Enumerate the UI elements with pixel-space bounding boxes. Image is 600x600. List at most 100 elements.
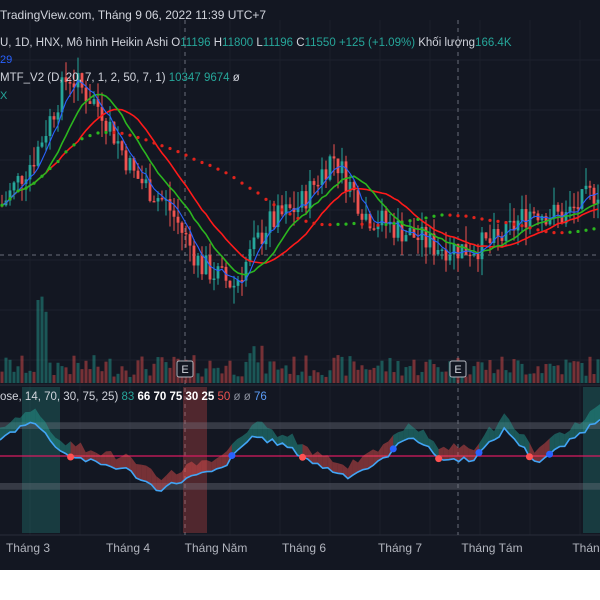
candle-body — [564, 212, 568, 224]
osc-fill — [393, 432, 399, 449]
candle-body — [272, 211, 276, 227]
volume-bar — [240, 376, 244, 383]
volume-bar — [300, 371, 304, 383]
candle-body — [32, 164, 36, 167]
candle-body — [276, 205, 280, 227]
volume-bar — [484, 369, 488, 383]
osc-fill — [252, 421, 258, 438]
volume-value: 166.4K — [475, 37, 512, 49]
volume-bar — [76, 362, 80, 383]
mtf-fragment: X — [0, 90, 8, 102]
osc-cross-dot — [475, 449, 483, 457]
osc-fill — [539, 443, 545, 463]
earnings-marker-2[interactable]: E — [449, 360, 467, 378]
candle-body — [516, 220, 520, 231]
oscillator-legend[interactable]: ose, 14, 70, 30, 75, 25) 83 66 70 75 30 … — [0, 391, 267, 403]
candle-body — [168, 199, 172, 211]
ma-dot — [40, 174, 44, 178]
candle-body — [348, 181, 352, 192]
candle-body — [104, 120, 108, 132]
volume-bar — [216, 367, 220, 383]
ma-dot — [392, 221, 396, 226]
volume-bar — [280, 368, 284, 383]
candle-body — [316, 184, 320, 187]
ma-dot — [496, 219, 500, 223]
close-label: C — [296, 37, 305, 49]
ma-dot — [416, 217, 420, 221]
osc-fill — [499, 413, 505, 437]
ma-dot — [248, 186, 252, 190]
candle-body — [304, 191, 308, 209]
symbol-legend[interactable]: U, 1D, HNX, Mô hình Heikin Ashi O11196 H… — [0, 37, 512, 49]
osc-fill — [463, 444, 469, 462]
legend-fragment: 29 — [0, 54, 13, 66]
volume-bar — [308, 375, 312, 383]
osc-fill — [85, 450, 91, 462]
ma-dot — [544, 230, 548, 234]
volume-bar — [84, 360, 88, 383]
osc-fill — [388, 434, 394, 457]
candle-body — [364, 213, 368, 220]
candle-body — [176, 216, 180, 223]
volume-bar — [528, 373, 532, 383]
candle-body — [84, 87, 88, 102]
candle-body — [44, 136, 48, 143]
volume-bar — [376, 365, 380, 383]
ma-dot — [384, 222, 388, 227]
candle-body — [172, 210, 176, 217]
volume-bar — [340, 356, 344, 383]
volume-bar — [132, 374, 136, 383]
candle-body — [472, 253, 476, 256]
osc-fill — [15, 417, 21, 433]
osc-fill — [100, 451, 106, 465]
mtf-indicator-legend[interactable]: MTF_V2 (D, 20, 7, 1, 2, 50, 7, 1) 10347 … — [0, 72, 240, 84]
ma-blue-line — [1, 79, 599, 284]
osc-fill — [489, 426, 495, 442]
volume-bar — [192, 355, 196, 383]
candle-body — [204, 255, 208, 275]
ma-dot — [304, 219, 308, 223]
candle-body — [440, 249, 444, 252]
osc-fill — [221, 451, 227, 468]
candle-body — [380, 210, 384, 226]
volume-bar — [148, 375, 152, 383]
earnings-marker-1[interactable]: E — [176, 360, 194, 378]
volume-bar — [496, 369, 500, 383]
volume-bar — [564, 359, 568, 383]
ma-dot — [184, 153, 188, 157]
volume-bar — [516, 360, 520, 383]
candle-body — [16, 176, 20, 183]
candle-body — [48, 116, 52, 137]
volume-bar — [28, 370, 32, 383]
x-tick-label: Tháng 7 — [378, 541, 422, 555]
candles — [0, 57, 600, 304]
candle-body — [324, 169, 328, 180]
candle-body — [220, 266, 224, 268]
candle-body — [352, 181, 356, 191]
volume-bar — [436, 367, 440, 383]
candle-body — [524, 209, 528, 228]
candle-body — [128, 158, 132, 171]
volume-bar — [412, 359, 416, 383]
osc-fill — [75, 442, 81, 458]
ma-dot — [192, 157, 196, 161]
osc-fill — [10, 417, 16, 433]
osc-fill — [121, 453, 127, 469]
candle-body — [476, 253, 480, 260]
osc-cross-dot — [67, 453, 75, 461]
page-bottom — [0, 570, 600, 600]
osc-fill — [357, 455, 364, 473]
x-tick-label: Thán — [572, 541, 599, 555]
osc-fill — [458, 444, 464, 462]
candle-body — [360, 213, 364, 220]
osc-fill — [176, 472, 182, 484]
candle-body — [212, 278, 216, 281]
earnings-marker-box — [449, 360, 467, 378]
volume-bar — [116, 373, 120, 383]
candle-body — [288, 204, 292, 208]
volume-bar — [504, 370, 508, 383]
volume-bar — [272, 361, 276, 383]
